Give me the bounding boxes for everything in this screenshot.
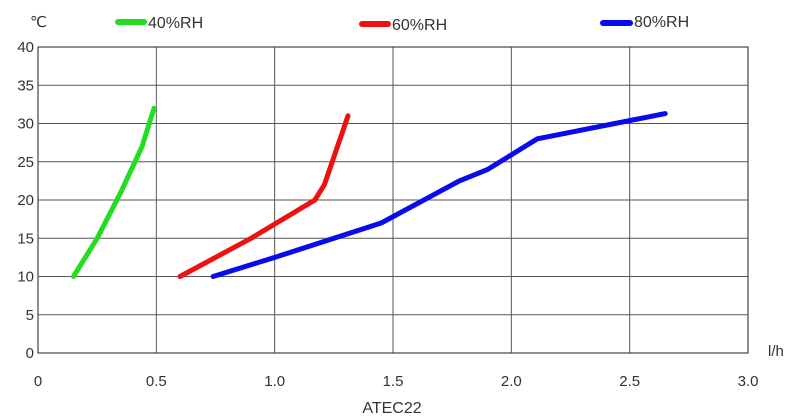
x-tick-label: 2.5 bbox=[619, 373, 640, 390]
x-tick-label: 2.0 bbox=[501, 373, 522, 390]
x-tick-label: 0 bbox=[34, 373, 42, 390]
axes bbox=[37, 46, 749, 354]
y-tick-label: 15 bbox=[17, 230, 34, 247]
legend: 40%RH 60%RH 80%RH bbox=[115, 14, 689, 34]
series-line-40rh bbox=[71, 105, 157, 279]
x-tick-labels: 0 0.5 1.0 1.5 2.0 2.5 3.0 bbox=[34, 373, 759, 390]
y-tick-label: 5 bbox=[26, 307, 34, 324]
x-axis-unit: l/h bbox=[768, 343, 784, 360]
y-tick-label: 30 bbox=[17, 116, 34, 133]
plot-frame bbox=[37, 46, 749, 354]
y-tick-label: 40 bbox=[17, 39, 34, 56]
legend-label-60rh: 60%RH bbox=[392, 17, 447, 34]
y-tick-label: 10 bbox=[17, 269, 34, 286]
x-tick-label: 1.5 bbox=[383, 373, 404, 390]
legend-item-80rh: 80%RH bbox=[600, 14, 689, 31]
series-lines bbox=[71, 105, 668, 279]
x-tick-label: 0.5 bbox=[146, 373, 167, 390]
legend-label-80rh: 80%RH bbox=[634, 14, 689, 31]
grid bbox=[37, 46, 749, 354]
y-tick-label: 20 bbox=[17, 192, 34, 209]
legend-label-40rh: 40%RH bbox=[148, 15, 203, 32]
x-tick-label: 3.0 bbox=[738, 373, 759, 390]
y-axis-unit: ℃ bbox=[30, 14, 47, 31]
legend-item-60rh: 60%RH bbox=[359, 17, 447, 34]
y-tick-label: 25 bbox=[17, 154, 34, 171]
y-tick-label: 0 bbox=[26, 345, 34, 362]
y-tick-label: 35 bbox=[17, 77, 34, 94]
series-line-80rh bbox=[210, 111, 668, 279]
y-tick-labels: 0 5 10 15 20 25 30 35 40 bbox=[17, 39, 34, 362]
x-tick-label: 1.0 bbox=[264, 373, 285, 390]
chart-title: ATEC22 bbox=[362, 400, 421, 417]
series-line-60rh bbox=[177, 113, 351, 279]
legend-item-40rh: 40%RH bbox=[115, 15, 203, 32]
